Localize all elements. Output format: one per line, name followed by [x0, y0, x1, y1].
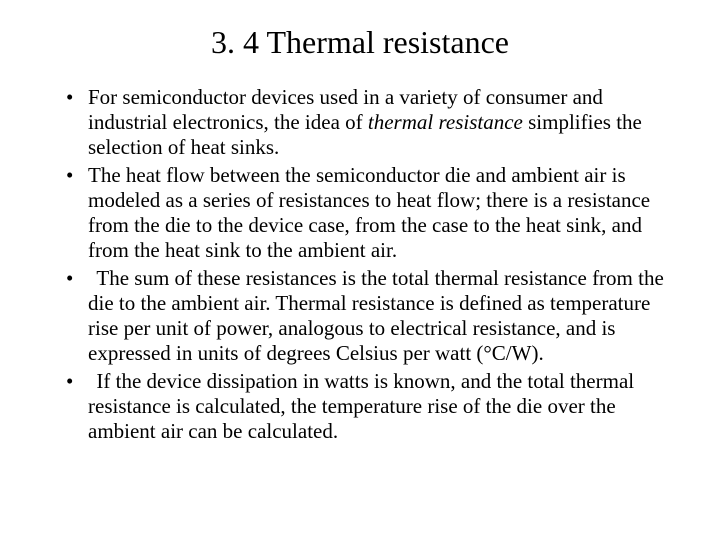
- list-item: For semiconductor devices used in a vari…: [66, 85, 672, 159]
- list-item: If the device dissipation in watts is kn…: [66, 369, 672, 443]
- list-item: The heat flow between the semiconductor …: [66, 163, 672, 262]
- bullet-list: For semiconductor devices used in a vari…: [48, 85, 672, 444]
- bullet-text-pre: The sum of these resistances is the tota…: [88, 266, 664, 364]
- slide-title: 3. 4 Thermal resistance: [48, 24, 672, 61]
- list-item: The sum of these resistances is the tota…: [66, 266, 672, 365]
- bullet-text-pre: If the device dissipation in watts is kn…: [88, 369, 634, 443]
- slide: 3. 4 Thermal resistance For semiconducto…: [0, 0, 720, 540]
- bullet-text-pre: The heat flow between the semiconductor …: [88, 163, 650, 261]
- bullet-text-emph: thermal resistance: [368, 110, 523, 134]
